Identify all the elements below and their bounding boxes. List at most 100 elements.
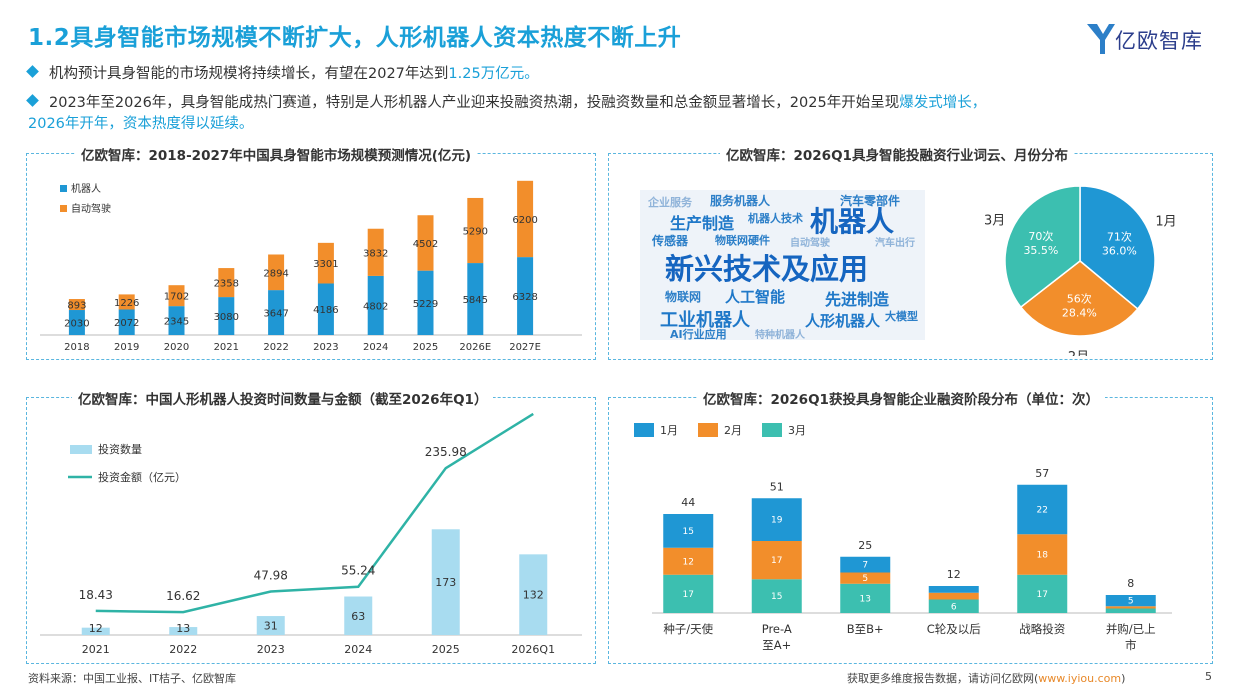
wc-word: 生产制造 [670, 214, 735, 233]
bar-segment [928, 586, 979, 593]
legend-label: 投资数量 [98, 442, 142, 456]
bar-segment [68, 299, 85, 311]
bar-segment [417, 215, 434, 271]
total-label: 12 [947, 568, 961, 581]
bar-segment [751, 541, 802, 580]
line-label: 55.24 [341, 564, 375, 578]
tick-label: 市 [1125, 638, 1137, 652]
wc-word: 大模型 [885, 310, 918, 323]
data-label: 1226 [114, 298, 139, 309]
bar-segment [1017, 484, 1068, 535]
data-label: 4802 [363, 301, 388, 312]
wc-word: AI行业应用 [670, 328, 727, 340]
bar [169, 627, 198, 635]
data-label: 2894 [263, 268, 288, 279]
logo-text: 亿欧智库 [1115, 29, 1203, 53]
bar-segment [840, 572, 891, 584]
tick-label: 2019 [114, 342, 139, 353]
legend-label: 3月 [788, 424, 806, 437]
bar-segment [517, 257, 534, 335]
wc-word: 人形机器人 [805, 312, 881, 330]
bar-label: 132 [523, 589, 544, 602]
source-note: 资料来源：中国工业报、IT桔子、亿欧智库 [28, 672, 236, 685]
segment-label: 18 [1037, 551, 1049, 561]
bar-segment [417, 270, 434, 335]
panel-funding-title: 亿欧智库：2026Q1获投具身智能企业融资阶段分布（单位：次） [697, 388, 1105, 408]
bar-segment [467, 263, 484, 335]
data-label: 5229 [413, 299, 438, 310]
legend-label: 1月 [660, 424, 678, 437]
wc-word: 人工智能 [725, 288, 786, 306]
slice-count: 70次 [1028, 229, 1053, 243]
bar-segment [168, 306, 185, 335]
segment-label: 5 [862, 574, 868, 584]
legend-label: 投资金额（亿元） [98, 470, 186, 484]
footer-more-close: ) [1121, 672, 1126, 685]
bar-label: 12 [89, 622, 103, 635]
bar-segment [928, 592, 979, 600]
data-label: 2072 [114, 318, 139, 329]
tick-label: 并购/已上 [1106, 622, 1156, 636]
bar-segment [367, 228, 384, 276]
total-label: 57 [1035, 467, 1049, 480]
segment-label: 7 [862, 561, 868, 571]
bar [81, 627, 110, 635]
tick-label: 2024 [344, 643, 372, 656]
bar-segment [317, 242, 334, 284]
segment-label: 17 [683, 590, 694, 600]
tick-label: 2023 [257, 643, 285, 656]
tick-label: Pre-A [762, 622, 792, 636]
bar-segment [751, 498, 802, 541]
slice-percent: 28.4% [1062, 306, 1097, 319]
bullet-2-line2: 2026年开年，资本热度得以延续。 [28, 116, 254, 132]
legend-swatch [60, 205, 67, 212]
slice-count: 56次 [1067, 291, 1092, 305]
legend-swatch [634, 423, 654, 437]
bar-segment [1105, 606, 1156, 609]
bar-label: 13 [176, 622, 190, 635]
bar-segment [663, 574, 714, 613]
bar-segment [118, 294, 135, 310]
bullet-2-highlight: 爆发式增长， [899, 95, 987, 111]
tick-label: 2026E [459, 342, 491, 353]
segment-label: 12 [683, 557, 694, 567]
bar-segment [68, 310, 85, 335]
legend-swatch [70, 445, 92, 454]
bar-segment [218, 268, 235, 298]
tick-label: 2027E [509, 342, 541, 353]
slice-percent: 36.0% [1102, 245, 1137, 258]
tick-label: B至B+ [847, 622, 884, 636]
panel-humanoid-title: 亿欧智库：中国人形机器人投资时间数量与金额（截至2026年Q1） [72, 388, 494, 408]
bar-segment [840, 556, 891, 573]
tick-label: 2024 [363, 342, 388, 353]
data-label: 2030 [64, 319, 89, 330]
bar-segment [118, 309, 135, 335]
tick-label: 种子/天使 [663, 622, 713, 636]
footer-link[interactable]: www.iyiou.com [1038, 672, 1122, 685]
bar [344, 596, 373, 635]
panel-wordcloud-title: 亿欧智库：2026Q1具身智能投融资行业词云、月份分布 [720, 144, 1074, 164]
bar-segment [168, 285, 185, 307]
diamond-bullet-icon [26, 94, 39, 107]
page-title: 1.2具身智能市场规模不断扩大，人形机器人资本热度不断上升 [28, 25, 682, 51]
wc-word: 先进制造 [825, 290, 890, 309]
data-label: 3832 [363, 248, 388, 259]
wc-word: 工业机器人 [660, 310, 750, 331]
tick-label: 2022 [169, 643, 197, 656]
segment-label: 19 [771, 516, 783, 526]
line-label: 235.98 [425, 445, 467, 459]
pie-slice [1079, 185, 1156, 311]
bar-segment [840, 583, 891, 613]
tick-label: 2020 [164, 342, 189, 353]
legend-swatch [762, 423, 782, 437]
line-label: 16.62 [166, 589, 200, 603]
data-label: 4186 [313, 305, 338, 316]
tick-label: C轮及以后 [927, 622, 981, 636]
wc-word: 自动驾驶 [790, 238, 830, 249]
bullet-2-text: 2023年至2026年，具身智能成热门赛道，特别是人形机器人产业迎来投融资热潮，… [49, 95, 900, 111]
data-label: 893 [67, 301, 86, 312]
pie-slice [1004, 185, 1081, 309]
pie-slice [1019, 260, 1139, 337]
